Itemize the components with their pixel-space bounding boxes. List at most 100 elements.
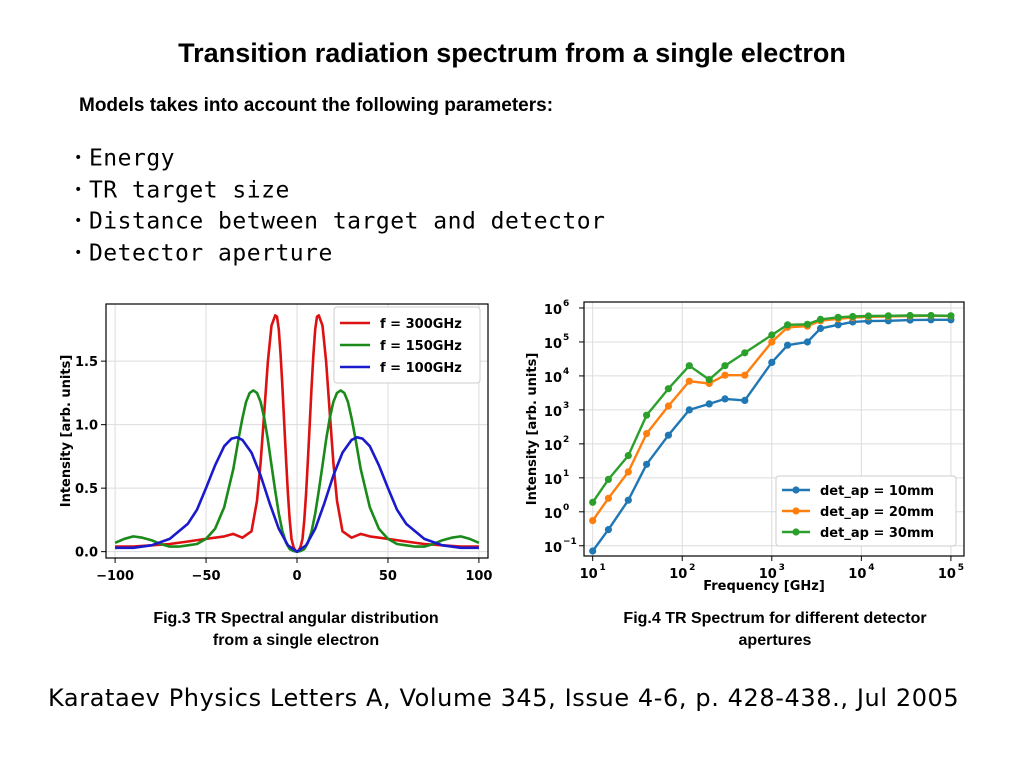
- list-item: • TR target size: [74, 175, 605, 207]
- list-item-label: Distance between target and detector: [88, 208, 606, 235]
- y-tick-exponent: −1: [563, 537, 577, 547]
- data-point: [624, 496, 632, 504]
- bullet-icon: •: [74, 181, 83, 198]
- y-tick-exponent: 1: [563, 469, 569, 479]
- data-point: [664, 402, 672, 410]
- x-tick-label: 0: [292, 569, 301, 584]
- list-item: • Detector aperture: [74, 238, 605, 270]
- y-tick-exponent: 6: [563, 299, 569, 309]
- data-point: [741, 396, 749, 404]
- y-tick-exponent: 3: [563, 401, 569, 411]
- data-point: [803, 320, 811, 328]
- list-item-label: TR target size: [88, 176, 290, 203]
- data-point: [604, 494, 612, 502]
- spectrum-chart: 10 1 10 2 10 3 10 4 10 510 −110 010 110 210 310 410 510 6…: [525, 299, 965, 594]
- data-point: [741, 371, 749, 379]
- x-tick-exponent: 4: [868, 563, 874, 573]
- y-tick-label: 0.5: [75, 482, 98, 497]
- data-point: [589, 517, 597, 525]
- y-tick-label: 10: [544, 337, 562, 352]
- data-point: [721, 362, 729, 370]
- series-line: [115, 436, 479, 553]
- data-point: [803, 338, 811, 346]
- citation: Karataev Physics Letters A, Volume 345, …: [48, 684, 960, 712]
- y-tick-label: 1.5: [75, 355, 98, 370]
- data-point: [705, 400, 713, 408]
- data-point: [784, 321, 792, 329]
- x-tick-exponent: 1: [600, 563, 606, 573]
- data-point: [721, 395, 729, 403]
- legend-label: det_ap = 10mm: [820, 484, 934, 499]
- bullet-icon: •: [74, 213, 83, 229]
- data-point: [741, 349, 749, 357]
- list-item: • Distance between target and detector: [74, 206, 605, 238]
- caption-line: apertures: [738, 632, 812, 649]
- y-tick-exponent: 4: [563, 367, 569, 377]
- legend-box: [775, 475, 957, 547]
- x-tick-label: 10: [848, 567, 866, 582]
- x-tick-label: 10: [580, 567, 598, 582]
- legend-box: [333, 306, 481, 384]
- legend-marker: [792, 528, 800, 536]
- y-tick-label: 10: [544, 439, 562, 454]
- x-tick-label: −50: [192, 569, 221, 584]
- caption-line: Fig.3 TR Spectral angular distribution: [153, 610, 439, 627]
- data-point: [643, 460, 651, 468]
- x-tick-exponent: 2: [689, 563, 695, 573]
- data-point: [768, 338, 776, 346]
- x-tick-exponent: 3: [779, 563, 785, 573]
- list-item-label: Detector aperture: [88, 239, 333, 266]
- parameter-list: • Energy • TR target size • Distance betwee…: [74, 143, 605, 269]
- y-tick-label: 10: [544, 541, 562, 556]
- x-tick-exponent: 5: [958, 563, 964, 573]
- caption-line: Fig.4 TR Spectrum for different detector: [623, 610, 927, 627]
- list-item-label: Energy: [88, 145, 176, 172]
- data-point: [834, 321, 842, 329]
- data-point: [768, 331, 776, 339]
- x-tick-label: 10: [759, 567, 777, 582]
- page-title: Transition radiation spectrum from a sin…: [178, 38, 846, 68]
- data-point: [664, 431, 672, 439]
- caption-line: from a single electron: [212, 632, 380, 649]
- legend-marker: [792, 507, 800, 515]
- data-point: [624, 468, 632, 476]
- y-tick-label: 10: [544, 507, 562, 522]
- y-tick-label: 10: [544, 473, 562, 488]
- legend-label: f = 100GHz: [380, 361, 462, 376]
- data-point: [816, 324, 825, 332]
- y-tick-exponent: 0: [563, 503, 569, 513]
- data-point: [664, 385, 672, 393]
- y-tick-exponent: 2: [563, 435, 569, 445]
- bullet-icon: •: [74, 244, 83, 261]
- y-tick-label: 10: [544, 303, 562, 318]
- bullet-icon: •: [74, 150, 83, 166]
- y-tick-label: 10: [544, 405, 562, 420]
- data-point: [768, 358, 776, 366]
- x-tick-label: 10: [669, 567, 687, 582]
- data-point: [947, 312, 955, 320]
- data-point: [705, 376, 713, 384]
- data-point: [906, 311, 914, 320]
- x-tick-label: −100: [96, 569, 134, 584]
- data-point: [834, 313, 842, 321]
- legend-marker: [792, 486, 800, 494]
- figure-3-caption: Fig.3 TR Spectral angular distribution f…: [120, 608, 472, 652]
- data-point: [685, 406, 693, 414]
- data-point: [624, 452, 632, 460]
- legend-label: f = 300GHz: [380, 317, 462, 332]
- data-point: [589, 547, 597, 555]
- legend-label: f = 150GHz: [380, 339, 462, 354]
- x-tick-label: 10: [938, 567, 956, 582]
- figure-4-caption: Fig.4 TR Spectrum for different detector…: [590, 608, 960, 652]
- data-point: [643, 411, 651, 419]
- y-tick-exponent: 5: [563, 333, 569, 343]
- legend-label: det_ap = 20mm: [820, 505, 934, 520]
- x-tick-label: 50: [379, 569, 397, 584]
- data-point: [643, 430, 651, 438]
- plot-frame: [105, 303, 489, 559]
- data-point: [685, 362, 693, 370]
- data-point: [721, 371, 729, 379]
- x-tick-label: 100: [465, 569, 492, 584]
- data-point: [927, 311, 935, 320]
